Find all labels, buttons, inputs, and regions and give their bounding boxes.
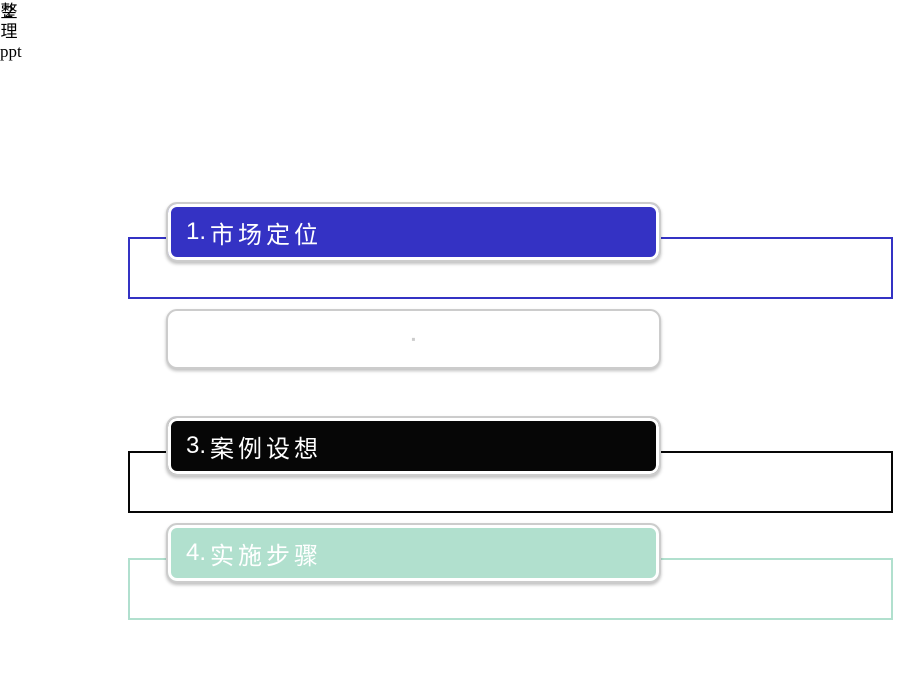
agenda-section-1: 1. 市场定位 <box>128 202 893 309</box>
agenda-pill-2: ▪ <box>166 309 661 369</box>
agenda-pill-3: 3. 案例设想 <box>166 416 661 476</box>
agenda-number-4: 4. <box>186 539 206 567</box>
center-dot-icon: ▪ <box>411 332 415 346</box>
agenda-label-3: 案例设想 <box>210 429 322 464</box>
corner-text-2: 2 <box>0 2 18 22</box>
agenda-label-1: 市场定位 <box>210 215 322 250</box>
agenda-number-3: 3. <box>186 432 206 460</box>
agenda-pill-1: 1. 市场定位 <box>166 202 661 262</box>
agenda-list: 1. 市场定位 ▪ 3. 案例设想 4. 实施步骤 <box>128 202 893 630</box>
agenda-pill-4: 4. 实施步骤 <box>166 523 661 583</box>
agenda-section-2: ▪ <box>128 309 893 416</box>
corner-label: 整理ppt 2 <box>0 2 18 62</box>
agenda-section-4: 4. 实施步骤 <box>128 523 893 630</box>
agenda-section-3: 3. 案例设想 <box>128 416 893 523</box>
agenda-label-4: 实施步骤 <box>210 536 322 571</box>
agenda-number-1: 1. <box>186 218 206 246</box>
